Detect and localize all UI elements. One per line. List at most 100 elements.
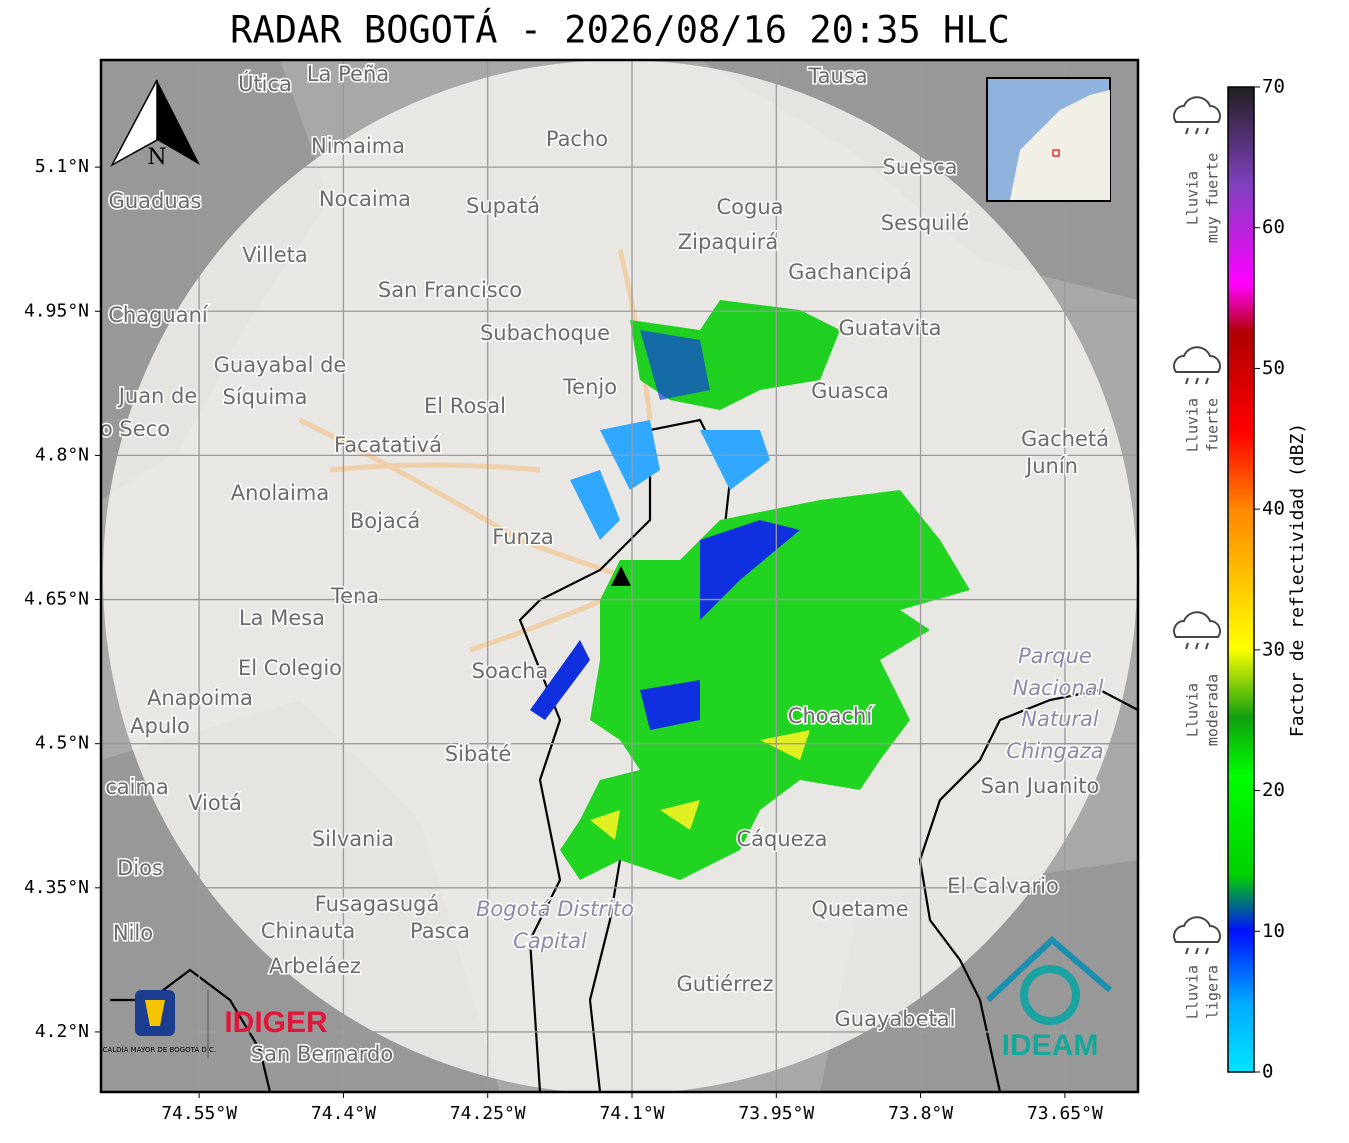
place-label: Anolaima (231, 481, 329, 505)
title: RADAR BOGOTÁ - 2026/08/16 20:35 HLC (230, 8, 1010, 52)
colorbar-tick-label: 40 (1262, 498, 1285, 520)
rain-legend-label: moderada (1204, 674, 1222, 746)
colorbar-ticks: 0 10 20 30 40 50 60 70 (1254, 76, 1285, 1083)
rain-legend-item: Lluvia moderada (1173, 611, 1222, 746)
x-tick-label: 73.65°W (1027, 1103, 1103, 1124)
place-label: Chinauta (261, 919, 355, 943)
rain-legend-label: Lluvia (1184, 965, 1202, 1019)
colorbar-label: Factor de reflectividad (dBZ) (1287, 423, 1308, 737)
y-tick-label: 4.2°N (35, 1021, 89, 1042)
place-label: Guayabal de (214, 353, 347, 377)
cloud-icon (1173, 346, 1221, 373)
rain-legend-label: muy fuerte (1204, 153, 1222, 243)
place-label: Sibaté (445, 742, 512, 766)
place-labels: La Peña Útica Tausa Pacho Nimaima Suesca Guadu… (100, 61, 1111, 1068)
colorbar-tick-label: 60 (1262, 216, 1285, 238)
map: La Peña Útica Tausa Pacho Nimaima Suesca Guadu… (94, 60, 1138, 1092)
place-label: Chingaza (1006, 739, 1103, 763)
place-label: Capital (513, 929, 587, 953)
place-label: Tausa (807, 64, 867, 88)
colorbar-tick-label: 30 (1262, 638, 1285, 660)
rain-legend-item: Lluvia fuerte (1173, 346, 1222, 452)
place-label: Tena (330, 584, 379, 608)
inset-map (986, 77, 1111, 202)
y-tick-label: 4.35°N (24, 877, 89, 898)
rain-legend-item: Lluvia muy fuerte (1173, 96, 1222, 243)
place-label: Juan de (117, 384, 198, 408)
place-label: Apulo (130, 714, 190, 738)
place-label: Junín (1024, 454, 1078, 478)
place-label: Facatativá (334, 433, 442, 457)
x-tick-label: 73.8°W (888, 1103, 953, 1124)
rain-legend-label: Lluvia (1184, 171, 1202, 225)
rain-drops (1185, 947, 1209, 955)
place-label: Síquima (223, 385, 308, 409)
place-label: Nimaima (311, 134, 405, 158)
place-label: Subachoque (480, 321, 610, 345)
place-label: caima (105, 775, 169, 799)
place-label: Nocaima (319, 187, 411, 211)
y-tick-label: 5.1°N (35, 156, 89, 177)
rain-drops (1185, 377, 1209, 385)
place-label: Choachí (788, 704, 874, 728)
place-label: Viotá (188, 791, 242, 815)
compass: N (110, 79, 200, 170)
y-tick-label: 4.95°N (24, 300, 89, 321)
place-label: Funza (492, 525, 553, 549)
place-label: Nilo (113, 921, 153, 945)
colorbar-tick-label: 0 (1262, 1061, 1273, 1083)
place-label: o Seco (100, 417, 170, 441)
rain-drops (1185, 127, 1209, 135)
place-label: Suesca (883, 155, 958, 179)
place-label: Zipaquirá (678, 230, 778, 254)
place-label: Guayabetal (835, 1007, 956, 1031)
y-tick-label: 4.8°N (35, 444, 89, 465)
place-label: El Colegio (238, 656, 342, 680)
place-label: San Francisco (378, 278, 522, 302)
axis-ticks: 74.55°W 74.4°W 74.25°W 74.1°W 73.95°W 73.8°W 7… (24, 156, 1103, 1124)
place-label: El Calvario (947, 874, 1059, 898)
y-tick-label: 4.5°N (35, 733, 89, 754)
map-frame (99, 58, 1140, 1094)
place-label: Gachancipá (788, 260, 912, 284)
place-label: Villeta (242, 243, 307, 267)
place-label: Pasca (410, 919, 470, 943)
place-label: Útica (238, 71, 292, 96)
colorbar-tick-label: 10 (1262, 920, 1285, 942)
alcaldia-logo-text: ALCALDÍA MAYOR DE BOGOTÁ D.C. (94, 1045, 216, 1054)
x-tick-label: 73.95°W (738, 1103, 814, 1124)
place-label: Gutiérrez (677, 972, 774, 996)
place-label: Natural (1021, 707, 1099, 731)
colorbar (1227, 86, 1255, 1073)
rain-legend-label: Lluvia (1184, 398, 1202, 452)
place-label: Silvania (312, 827, 394, 851)
place-label: San Juanito (981, 774, 1100, 798)
place-label: Quetame (811, 897, 908, 921)
place-label: Cogua (716, 195, 783, 219)
x-tick-label: 74.25°W (450, 1103, 526, 1124)
place-label: Bojacá (350, 509, 420, 533)
place-label: Guasca (811, 379, 889, 403)
graticule (101, 60, 1138, 1092)
rain-legend-label: Lluvia (1184, 683, 1202, 737)
place-label: Pacho (546, 127, 608, 151)
radar-echoes (530, 300, 970, 880)
rain-legend-item: Lluvia ligera (1173, 916, 1222, 1019)
place-label: El Rosal (424, 394, 506, 418)
place-label: Nacional (1013, 676, 1104, 700)
place-label: Sesquilé (881, 211, 969, 235)
rain-legend-label: ligera (1204, 965, 1222, 1019)
cloud-icon (1173, 96, 1221, 123)
place-label: Supatá (466, 194, 540, 218)
place-label: Arbeláez (269, 954, 361, 978)
logos: ALCALDÍA MAYOR DE BOGOTÁ D.C. IDIGER IDE… (94, 935, 1112, 1062)
x-tick-label: 74.1°W (599, 1103, 664, 1124)
colorbar-tick-label: 50 (1262, 357, 1285, 379)
cloud-icon (1173, 916, 1221, 943)
place-label: Gachetá (1021, 427, 1109, 451)
rain-drops (1185, 642, 1209, 650)
place-label: Fusagasugá (315, 892, 440, 916)
